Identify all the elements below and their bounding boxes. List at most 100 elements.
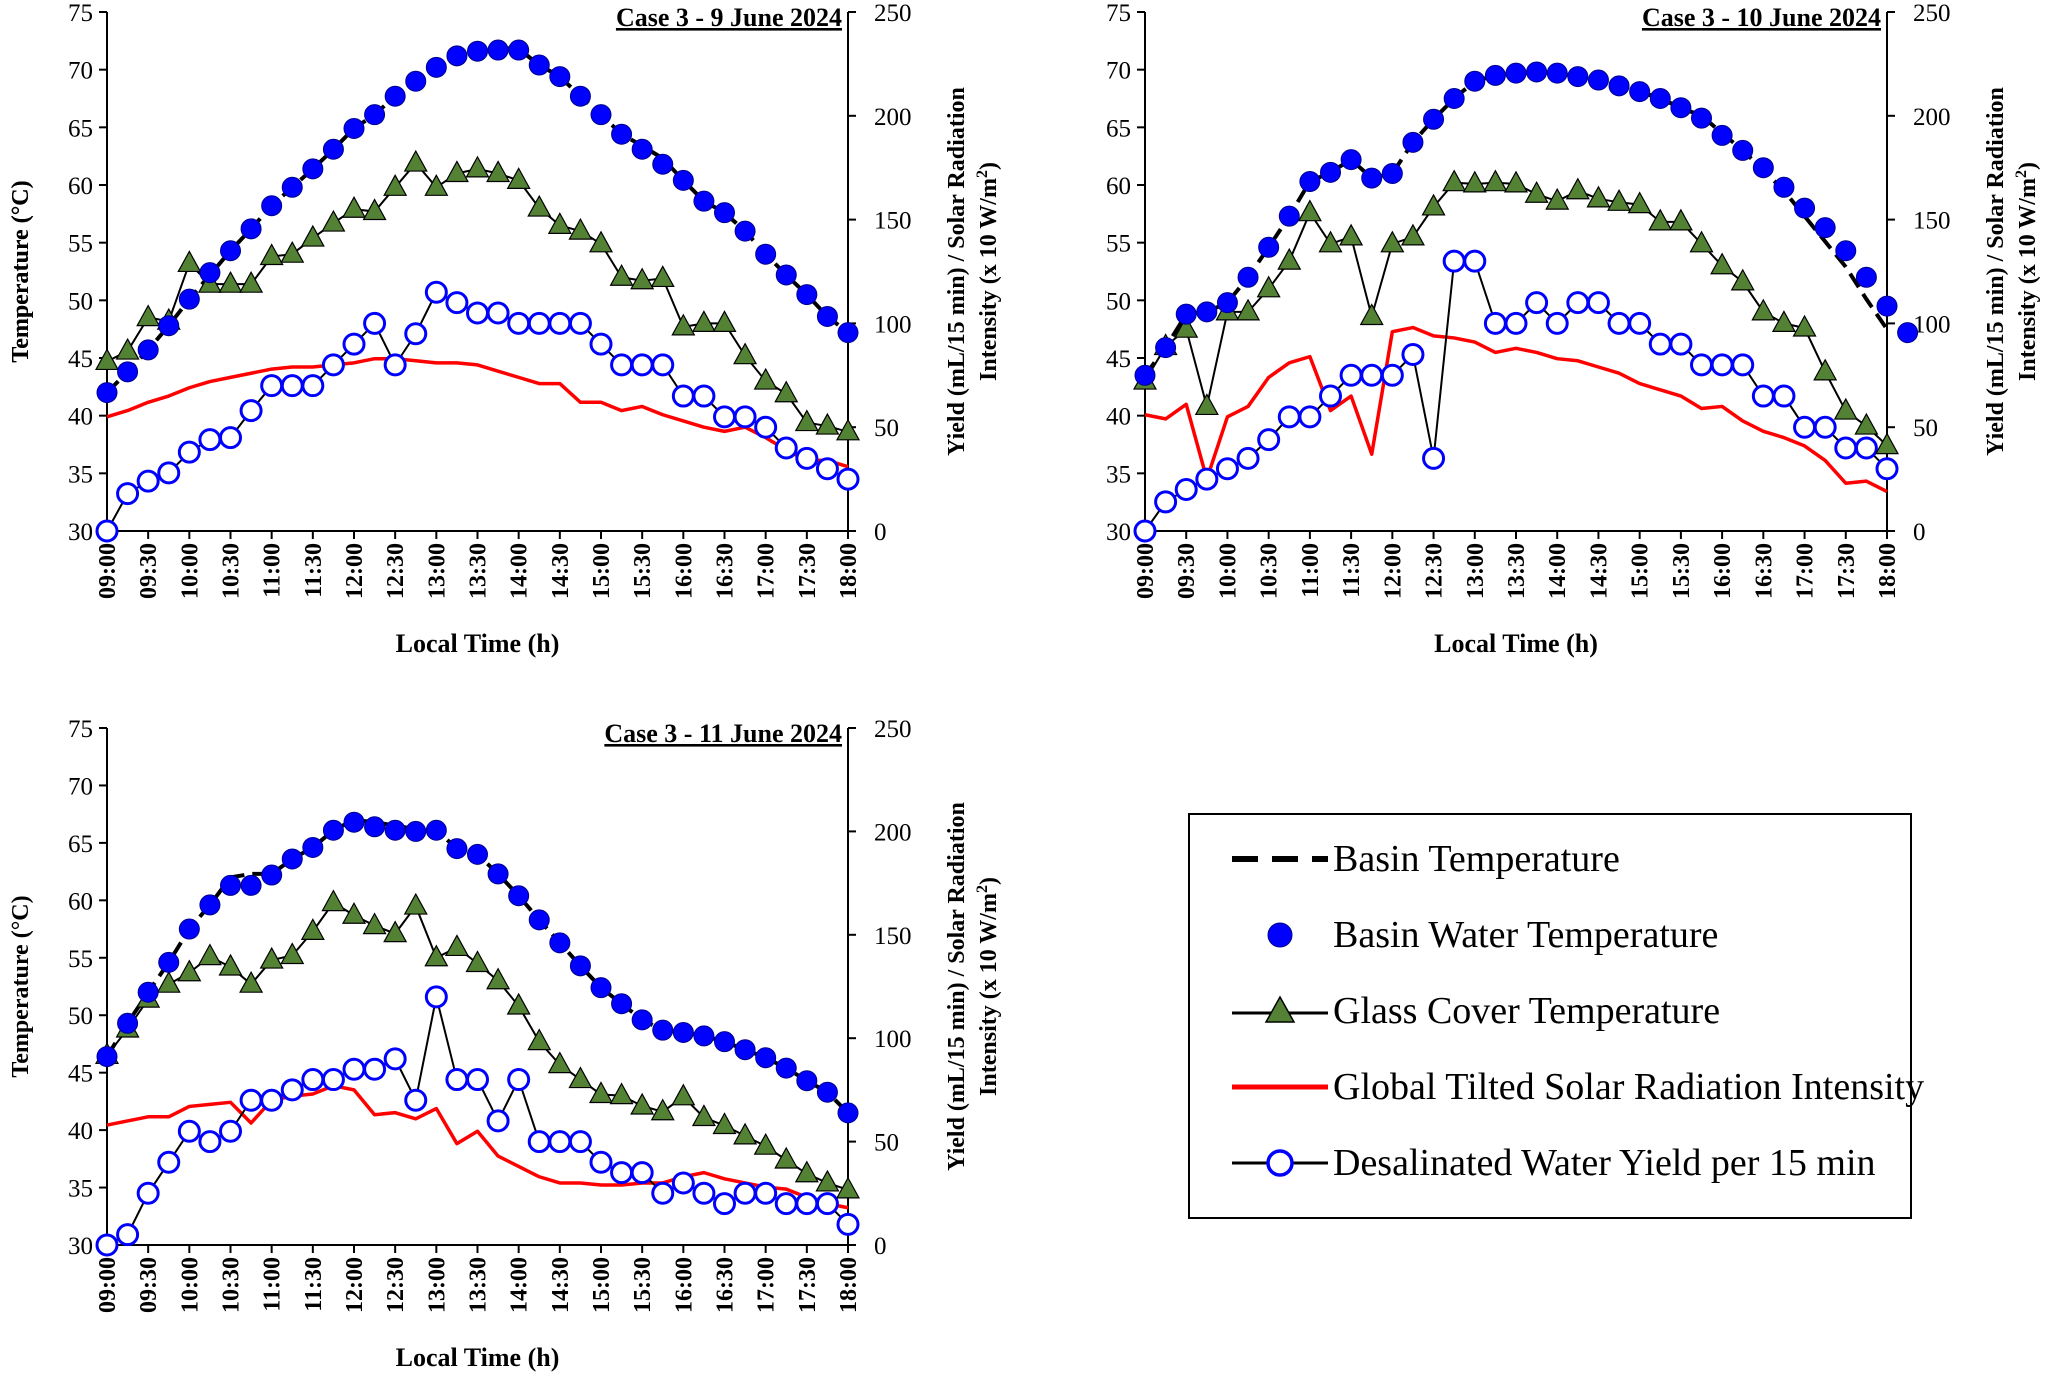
left-tick-label: 55 [68, 946, 93, 973]
glass-point [794, 409, 819, 432]
yield-point [95, 1233, 119, 1257]
water-temperature-point [837, 322, 859, 344]
yield-point [1319, 384, 1342, 408]
water-temperature-point [816, 305, 838, 327]
legend-item-yield: Desalinated Water Yield per 15 min [1190, 1133, 1910, 1193]
right-axis-title-text: ) [2015, 162, 2041, 170]
water-temperature-point [1361, 167, 1383, 189]
water-temperature-point [137, 339, 159, 361]
water-temperature-point [117, 1012, 139, 1034]
water-temperature-point [1732, 139, 1754, 161]
glass-point [1689, 230, 1714, 253]
yield-point [568, 311, 592, 335]
water-temperature-point [1752, 157, 1774, 179]
x-tick-label: 16:00 [671, 543, 697, 599]
x-tick-label: 12:00 [1380, 543, 1406, 599]
water-temperature-point [775, 264, 797, 286]
glass-point [218, 953, 243, 976]
water-temperature-point [405, 70, 427, 92]
water-temperature-point [837, 1102, 859, 1124]
x-tick-label: 15:30 [630, 1257, 656, 1313]
yield-point [1648, 332, 1672, 356]
glass-point [1607, 189, 1632, 211]
left-axis-title: Temperature (°C) [8, 895, 34, 1077]
right-tick-label: 200 [874, 104, 912, 131]
water-temperature-point [734, 1039, 756, 1061]
water-temperature-point [549, 932, 571, 954]
yield-point [136, 1181, 160, 1205]
chart-legend: Basin Temperature Basin Water Temperatur… [1188, 813, 1924, 1219]
left-tick-label: 30 [68, 519, 93, 546]
glass-point [1442, 169, 1467, 192]
water-temperature-point [1402, 131, 1424, 153]
glass-point [1483, 169, 1508, 192]
glass-point [1710, 252, 1735, 275]
yield-line [106, 996, 849, 1246]
right-tick-label: 250 [874, 0, 912, 27]
chart-panel-1: 30 35 40 45 50 55 60 65 70 75 0 50 100 150 200 250 09:00… [8, 0, 1002, 658]
water-temperature-point [1237, 266, 1259, 288]
glass-point [1833, 397, 1858, 420]
x-tick-label: 11:30 [1339, 543, 1365, 598]
right-tick-label: 200 [1913, 104, 1951, 131]
left-tick-label: 35 [68, 1176, 93, 1203]
yield-point [692, 1181, 716, 1205]
yield-point [1236, 446, 1260, 470]
x-tick-label: 13:00 [424, 1257, 450, 1313]
water-temperature-point [446, 45, 468, 67]
x-tick-label: 17:30 [795, 1257, 821, 1313]
left-tick-label: 50 [68, 288, 93, 315]
left-tick-label: 60 [68, 173, 93, 200]
water-temperature-point [1897, 322, 1919, 344]
glass-point [1648, 208, 1673, 231]
yield-point [733, 405, 757, 429]
glass-line [106, 161, 849, 433]
x-tick-label: 14:30 [548, 1257, 574, 1313]
yield-point [219, 426, 242, 450]
right-axis-title-line2: Intensity (x 10 W/m2) [974, 877, 1002, 1096]
glass-point [280, 240, 305, 263]
yield-point [239, 399, 263, 423]
yield-point [1298, 405, 1322, 429]
glass-point [815, 1169, 840, 1192]
water-temperature-point [1876, 295, 1898, 317]
water-temperature-point [631, 138, 653, 160]
water-temperature-point [1258, 236, 1280, 258]
right-axis-title-line1: Yield (mL/15 min) / Solar Radiation [1983, 87, 2009, 456]
yield-point [342, 332, 366, 356]
water-temperature-point [755, 243, 777, 265]
glass-point [1751, 298, 1776, 321]
glass-point [486, 160, 511, 183]
right-tick-label: 150 [874, 208, 912, 235]
glass-point [341, 902, 367, 924]
water-temperature-point [384, 819, 406, 841]
glass-point [671, 313, 696, 336]
yield-point [383, 353, 407, 377]
yield-point [774, 1192, 798, 1216]
left-tick-label: 30 [68, 1233, 93, 1260]
x-axis-title: Local Time (h) [1434, 629, 1598, 658]
yield-point [507, 1068, 531, 1092]
glass-point [1256, 275, 1281, 298]
x-axis-title: Local Time (h) [396, 1343, 560, 1372]
yield-point [1401, 343, 1425, 367]
yield-point [260, 1088, 284, 1112]
yield-point [383, 1047, 407, 1071]
yield-point [321, 1068, 345, 1092]
yield-point [1525, 291, 1549, 315]
x-tick-label: 10:30 [1257, 543, 1283, 599]
glass-point [753, 367, 778, 390]
x-tick-label: 09:30 [136, 543, 162, 599]
left-tick-label: 55 [1106, 231, 1131, 258]
yield-point [157, 461, 181, 485]
glass-point [1854, 412, 1879, 435]
right-tick-label: 0 [874, 519, 887, 546]
left-axis-title: Temperature (°C) [8, 180, 34, 362]
water-temperature-point [1526, 61, 1548, 83]
glass-point [465, 950, 490, 973]
right-tick-label: 150 [874, 923, 912, 950]
left-tick-label: 45 [1106, 346, 1131, 373]
glass-point [671, 1083, 696, 1106]
radiation-line [1144, 325, 1888, 494]
